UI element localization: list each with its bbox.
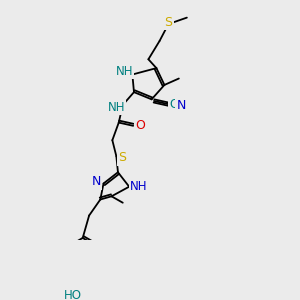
Text: S: S: [118, 151, 126, 164]
Text: N: N: [92, 176, 101, 188]
Text: C: C: [169, 98, 177, 111]
Text: HO: HO: [64, 289, 82, 300]
Text: N: N: [177, 99, 186, 112]
Text: NH: NH: [108, 101, 125, 114]
Text: NH: NH: [130, 180, 148, 193]
Text: NH: NH: [116, 65, 133, 78]
Text: S: S: [164, 16, 172, 29]
Text: O: O: [135, 119, 145, 132]
